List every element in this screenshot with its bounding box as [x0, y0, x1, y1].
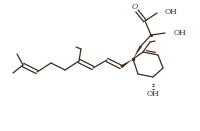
- Text: O: O: [132, 3, 138, 11]
- Polygon shape: [133, 45, 142, 59]
- Text: OH: OH: [174, 29, 187, 37]
- Polygon shape: [120, 59, 133, 68]
- Text: OH: OH: [147, 90, 159, 98]
- Text: OH: OH: [165, 8, 178, 16]
